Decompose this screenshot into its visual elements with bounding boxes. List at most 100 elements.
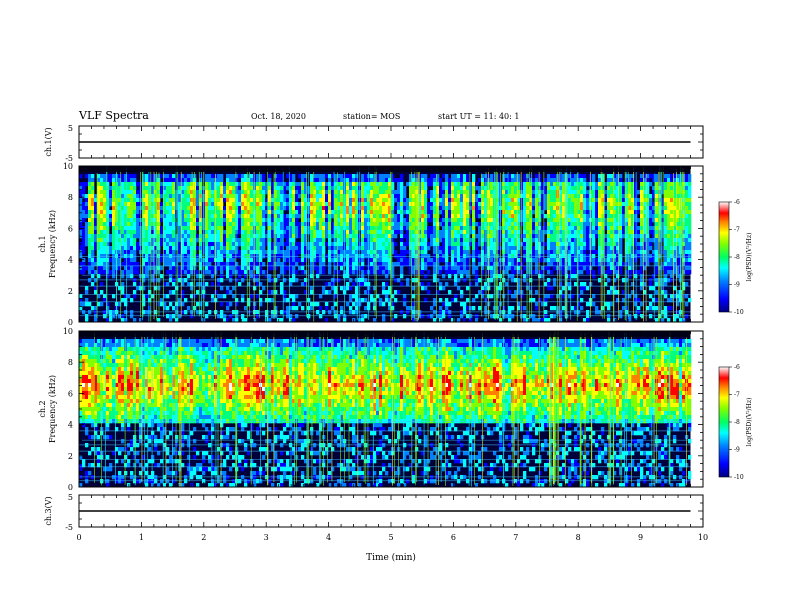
spectrogram-cell bbox=[85, 210, 89, 215]
spectrogram-cell bbox=[199, 302, 203, 307]
spectrogram-cell bbox=[112, 210, 116, 215]
spectrogram-cell bbox=[298, 266, 302, 271]
spectrogram-cell bbox=[544, 250, 548, 255]
spectrogram-cell bbox=[616, 182, 620, 187]
spectrogram-cell bbox=[457, 194, 461, 199]
spectrogram-cell bbox=[595, 262, 599, 267]
spectrogram-cell bbox=[262, 174, 266, 179]
spectrogram-cell bbox=[208, 250, 212, 255]
spectrogram-cell bbox=[577, 186, 581, 191]
spectrogram-cell bbox=[412, 246, 416, 251]
spectrogram-cell bbox=[262, 202, 266, 207]
spectrogram-cell bbox=[334, 174, 338, 179]
spectrogram-cell bbox=[610, 214, 614, 219]
spectrogram-cell bbox=[256, 198, 260, 203]
spectrogram-cell bbox=[250, 266, 254, 271]
spectrogram-cell bbox=[436, 266, 440, 271]
spectrogram-cell bbox=[508, 226, 512, 231]
spectrogram-cell bbox=[376, 178, 380, 183]
spectrogram-cell bbox=[433, 222, 437, 227]
spectrogram-cell bbox=[133, 174, 137, 179]
spectrogram-cell bbox=[121, 186, 125, 191]
spectrogram-cell bbox=[226, 194, 230, 199]
spectrogram-cell bbox=[415, 266, 419, 271]
spectrogram-cell bbox=[175, 306, 179, 311]
spectrogram-cell bbox=[433, 230, 437, 235]
spectrogram-cell bbox=[292, 194, 296, 199]
spectrogram-cell bbox=[394, 214, 398, 219]
spectrogram-cell bbox=[571, 270, 575, 275]
spectrogram-cell bbox=[535, 230, 539, 235]
spectrogram-cell bbox=[583, 226, 587, 231]
spectrogram-cell bbox=[226, 230, 230, 235]
spectrogram-cell bbox=[121, 318, 125, 323]
spectrogram-cell bbox=[151, 270, 155, 275]
spectrogram-cell bbox=[595, 218, 599, 223]
spectrogram-cell bbox=[571, 202, 575, 207]
spectrogram-cell bbox=[439, 178, 443, 183]
spectrogram-cell bbox=[610, 226, 614, 231]
spectrogram-cell bbox=[475, 242, 479, 247]
spectrogram-cell bbox=[508, 198, 512, 203]
spectrogram-cell bbox=[241, 242, 245, 247]
spectrogram-cell bbox=[364, 242, 368, 247]
spectrogram-cell bbox=[199, 242, 203, 247]
spectrogram-cell bbox=[451, 226, 455, 231]
spectrogram-cell bbox=[355, 194, 359, 199]
spectrogram-cell bbox=[346, 274, 350, 279]
spectrogram-cell bbox=[538, 214, 542, 219]
spectrogram-cell bbox=[118, 186, 122, 191]
spectrogram-cell bbox=[121, 206, 125, 211]
spectrogram-cell bbox=[220, 302, 224, 307]
spectrogram-cell bbox=[130, 270, 134, 275]
spectrogram-cell bbox=[526, 238, 530, 243]
spectrogram-cell bbox=[259, 214, 263, 219]
spectrogram-cell bbox=[469, 182, 473, 187]
spectrogram-cell bbox=[166, 250, 170, 255]
spectrogram-cell bbox=[85, 286, 89, 291]
spectrogram-cell bbox=[163, 234, 167, 239]
spectrogram-cell bbox=[205, 222, 209, 227]
spectrogram-cell bbox=[283, 186, 287, 191]
spectrogram-cell bbox=[235, 178, 239, 183]
spectrogram-cell bbox=[403, 258, 407, 263]
spectrogram-cell bbox=[340, 202, 344, 207]
spectrogram-cell bbox=[331, 198, 335, 203]
spectrogram-cell bbox=[226, 262, 230, 267]
spectrogram-cell bbox=[361, 218, 365, 223]
spectrogram-cell bbox=[133, 182, 137, 187]
spectrogram-cell bbox=[91, 202, 95, 207]
spectrogram-cell bbox=[271, 202, 275, 207]
spectrogram-cell bbox=[226, 178, 230, 183]
spectrogram-cell bbox=[529, 290, 533, 295]
spectrogram-cell bbox=[253, 242, 257, 247]
spectrogram-cell bbox=[535, 270, 539, 275]
spectrogram-cell bbox=[403, 250, 407, 255]
spectrogram-cell bbox=[571, 250, 575, 255]
spectrogram-cell bbox=[301, 178, 305, 183]
spectrogram-cell bbox=[304, 234, 308, 239]
spectrogram-cell bbox=[295, 186, 299, 191]
spectrogram-cell bbox=[592, 226, 596, 231]
spectrogram-cell bbox=[82, 190, 86, 195]
spectrogram-cell bbox=[169, 246, 173, 251]
spectrogram-cell bbox=[211, 250, 215, 255]
spectrogram-cell bbox=[604, 194, 608, 199]
spectrogram-cell bbox=[550, 186, 554, 191]
spectrogram-cell bbox=[265, 298, 269, 303]
spectrogram-cell bbox=[532, 202, 536, 207]
spectrogram-cell bbox=[295, 222, 299, 227]
spectrogram-cell bbox=[415, 242, 419, 247]
spectrogram-cell bbox=[523, 238, 527, 243]
spectrogram-cell bbox=[97, 186, 101, 191]
spectrogram-cell bbox=[505, 262, 509, 267]
spectrogram-cell bbox=[310, 190, 314, 195]
spectrogram-cell bbox=[580, 178, 584, 183]
spectrogram-cell bbox=[277, 198, 281, 203]
spectrogram-cell bbox=[508, 246, 512, 251]
spectrogram-cell bbox=[181, 242, 185, 247]
spectrogram-cell bbox=[379, 246, 383, 251]
spectrogram-cell bbox=[85, 318, 89, 323]
spectrogram-cell bbox=[454, 214, 458, 219]
spectrogram-cell bbox=[319, 214, 323, 219]
